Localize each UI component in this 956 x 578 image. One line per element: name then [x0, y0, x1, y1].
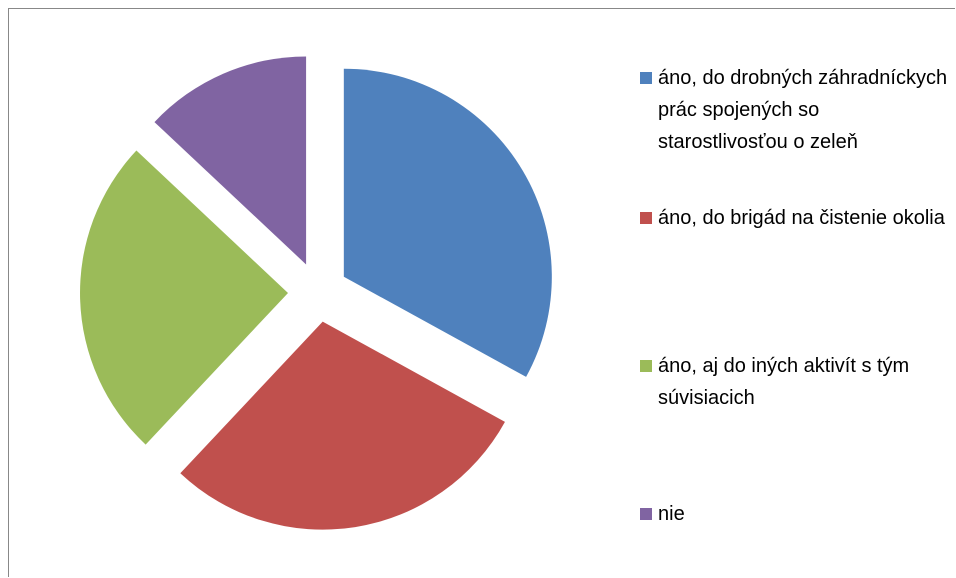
pie-slice — [80, 150, 289, 445]
legend-label: áno, do brigád na čistenie okolia — [658, 207, 945, 229]
legend-label: áno, aj do iných aktivít s tým súvisiaci… — [658, 355, 910, 409]
legend-swatch — [640, 212, 652, 224]
pie-slice — [180, 321, 505, 530]
chart-frame — [8, 8, 955, 577]
legend-swatch — [640, 360, 652, 372]
pie-slice — [154, 56, 307, 265]
legend-swatch — [640, 508, 652, 520]
pie-slice — [343, 68, 552, 377]
legend-swatch — [640, 72, 652, 84]
legend-label: nie — [658, 503, 685, 525]
pie-chart — [80, 56, 552, 530]
legend-label: áno, do drobných záhradníckych prác spoj… — [658, 67, 948, 153]
